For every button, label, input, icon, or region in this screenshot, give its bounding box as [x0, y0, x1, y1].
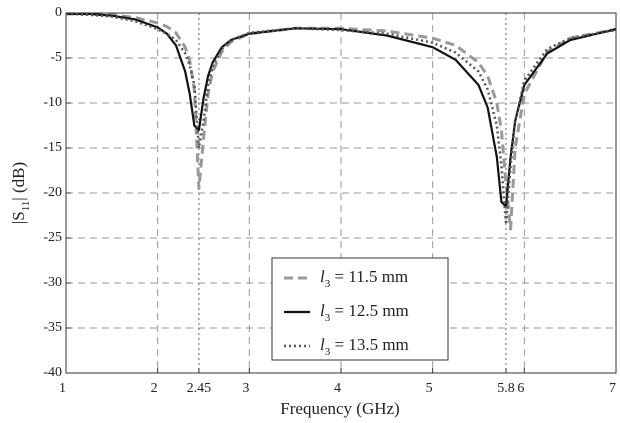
legend-label: l3 = 11.5 mm — [320, 267, 408, 290]
ticks: 0 -5 -10 -15 -20 -25 -30 -35 -401 2 2.45 3 4 5 5.8 6 7 — [43, 5, 617, 396]
y-tick-label: -5 — [50, 50, 62, 65]
series-line — [66, 12, 617, 231]
x-tick-label: 2.45 — [187, 381, 212, 396]
x-tick-label: 5.8 — [497, 381, 515, 396]
x-tick-label: 1 — [59, 381, 66, 396]
y-tick-label: -35 — [43, 320, 62, 335]
y-tick-label: 0 — [55, 5, 62, 20]
lines — [65, 12, 617, 231]
x-tick-label: 2 — [151, 381, 158, 396]
y-tick-label: -30 — [43, 275, 62, 290]
y-tick-label: -10 — [43, 95, 62, 110]
y-tick-label: -25 — [43, 230, 62, 245]
x-tick-label: 3 — [242, 381, 249, 396]
x-tick-label: 5 — [426, 381, 433, 396]
y-axis-label: |S11| (dB) — [9, 162, 32, 224]
x-tick-label: 4 — [334, 381, 341, 396]
y-tick-label: -15 — [43, 140, 62, 155]
x-axis-label: Frequency (GHz) — [280, 399, 399, 418]
legend: l3 = 11.5 mm l3 = 12.5 mm l3 = 13.5 mm — [271, 257, 449, 361]
legend-label: l3 = 12.5 mm — [320, 301, 409, 324]
x-tick-label: 6 — [517, 381, 524, 396]
y-tick-label: -20 — [43, 185, 62, 200]
legend-box — [271, 257, 449, 361]
legend-label: l3 = 13.5 mm — [320, 335, 409, 358]
x-tick-label: 7 — [609, 381, 616, 396]
series-line — [65, 12, 617, 226]
y-tick-label: -40 — [43, 365, 62, 380]
